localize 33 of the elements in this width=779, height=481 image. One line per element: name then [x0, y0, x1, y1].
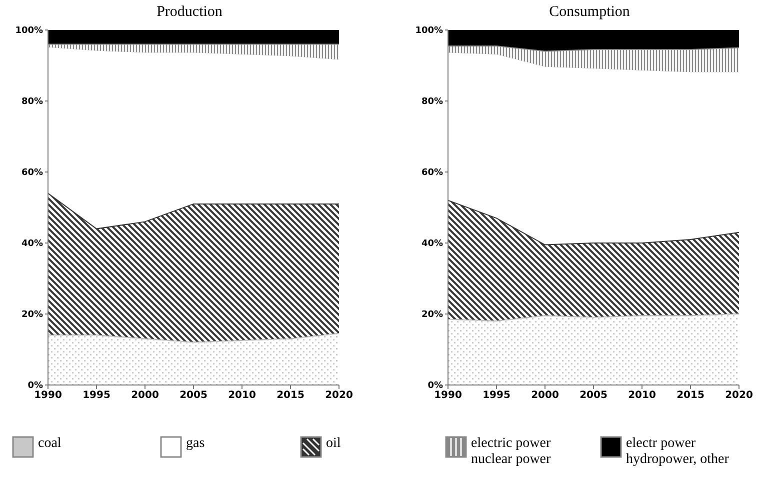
- chart-title: Consumption: [548, 4, 631, 21]
- x-tick-label: 2015: [676, 390, 704, 402]
- x-tick-label: 2005: [180, 390, 208, 402]
- x-tick-label: 2000: [531, 390, 559, 402]
- y-tick-label: 100%: [15, 26, 43, 36]
- x-tick-label: 1990: [434, 390, 462, 402]
- y-tick-label: 0%: [428, 381, 443, 392]
- x-tick-label: 2020: [325, 390, 353, 402]
- y-tick-label: 60%: [21, 168, 43, 178]
- y-tick-label: 20%: [421, 310, 443, 320]
- x-tick-label: 2015: [276, 390, 304, 402]
- x-tick-label: 2010: [628, 390, 656, 402]
- y-tick-label: 100%: [415, 26, 443, 36]
- y-tick-label: 80%: [421, 97, 443, 108]
- y-tick-label: 80%: [21, 97, 43, 108]
- legend-label: coal: [38, 436, 62, 452]
- y-tick-label: 40%: [21, 239, 43, 250]
- x-tick-label: 2010: [228, 390, 256, 402]
- x-tick-label: 2005: [580, 390, 608, 402]
- y-tick-label: 0%: [28, 381, 43, 392]
- legend-label: oil: [326, 436, 341, 452]
- x-tick-label: 2020: [725, 390, 753, 402]
- y-tick-label: 40%: [421, 239, 443, 250]
- y-tick-label: 20%: [21, 310, 43, 320]
- legend-label: electr power hydropower, other: [626, 436, 730, 468]
- legend-label: gas: [186, 436, 205, 452]
- x-tick-label: 1995: [482, 390, 510, 402]
- y-tick-label: 60%: [421, 168, 443, 178]
- x-tick-label: 1995: [82, 390, 110, 402]
- x-tick-label: 2000: [131, 390, 159, 402]
- x-tick-label: 1990: [34, 390, 62, 402]
- chart-title: Production: [156, 4, 224, 21]
- legend-label: electric power nuclear power: [471, 436, 552, 468]
